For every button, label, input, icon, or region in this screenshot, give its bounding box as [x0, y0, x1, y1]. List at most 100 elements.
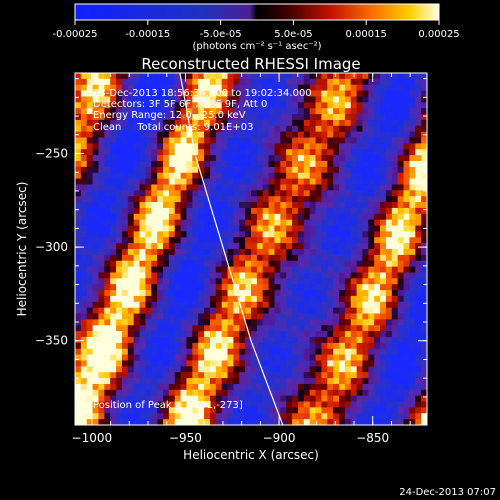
heatmap-cell: [133, 407, 140, 414]
heatmap-cell: [309, 202, 316, 209]
heatmap-cell: [380, 383, 387, 391]
heatmap-cell: [209, 102, 217, 109]
heatmap-cell: [374, 337, 381, 344]
heatmap-cell: [133, 290, 140, 297]
heatmap-cell: [192, 290, 199, 297]
heatmap-cell: [98, 207, 105, 215]
heatmap-cell: [397, 354, 404, 361]
heatmap-cell: [315, 378, 322, 385]
heatmap-cell: [204, 78, 211, 86]
heatmap-cell: [368, 413, 375, 420]
heatmap-cell: [92, 243, 99, 250]
heatmap-cell: [251, 196, 258, 203]
heatmap-cell: [198, 325, 205, 332]
heatmap-cell: [344, 213, 352, 221]
heatmap-cell: [245, 243, 252, 250]
heatmap-cell: [350, 383, 357, 391]
heatmap-cell: [192, 348, 199, 355]
heatmap-cell: [151, 378, 158, 385]
heatmap-cell: [380, 284, 387, 291]
heatmap-cell: [280, 272, 287, 279]
heatmap-cell: [362, 202, 369, 209]
heatmap-cell: [116, 237, 123, 244]
heatmap-cell: [368, 213, 375, 221]
heatmap-cell: [204, 196, 211, 203]
heatmap-cell: [280, 172, 287, 179]
heatmap-cell: [209, 366, 217, 373]
heatmap-cell: [356, 155, 363, 162]
heatmap-cell: [198, 131, 205, 138]
heatmap-cell: [339, 161, 346, 168]
heatmap-cell: [174, 108, 181, 115]
heatmap-cell: [145, 413, 152, 420]
heatmap-cell: [339, 254, 346, 262]
heatmap-cell: [198, 313, 205, 320]
heatmap-cell: [98, 354, 105, 361]
heatmap-cell: [239, 407, 246, 414]
heatmap-cell: [174, 419, 181, 425]
heatmap-cell: [280, 325, 287, 332]
heatmap-cell: [233, 319, 240, 326]
heatmap-cell: [274, 295, 281, 303]
heatmap-cell: [350, 319, 357, 326]
heatmap-cell: [180, 125, 187, 133]
heatmap-cell: [409, 342, 416, 350]
heatmap-cell: [391, 272, 399, 279]
heatmap-cell: [192, 260, 199, 267]
heatmap-cell: [92, 102, 99, 109]
heatmap-cell: [421, 266, 427, 273]
heatmap-cell: [374, 190, 381, 197]
heatmap-cell: [339, 348, 346, 355]
heatmap-cell: [286, 325, 293, 332]
heatmap-cell: [315, 290, 322, 297]
heatmap-cell: [198, 161, 205, 168]
heatmap-cell: [339, 307, 346, 314]
heatmap-cell: [368, 155, 375, 162]
heatmap-cell: [380, 178, 387, 185]
heatmap-cell: [251, 114, 258, 121]
heatmap-cell: [80, 407, 88, 414]
heatmap-cell: [280, 125, 287, 133]
heatmap-cell: [344, 237, 352, 244]
heatmap-cell: [280, 219, 287, 226]
heatmap-cell: [397, 272, 404, 279]
heatmap-cell: [168, 401, 176, 408]
heatmap-cell: [297, 178, 305, 185]
heatmap-cell: [139, 155, 146, 162]
heatmap-cell: [350, 278, 357, 285]
heatmap-cell: [110, 331, 117, 338]
heatmap-cell: [409, 331, 416, 338]
heatmap-cell: [274, 260, 281, 267]
heatmap-cell: [251, 313, 258, 320]
heatmap-cell: [80, 354, 88, 361]
heatmap-cell: [245, 249, 252, 256]
heatmap-cell: [75, 319, 82, 326]
heatmap-cell: [339, 219, 346, 226]
heatmap-cell: [344, 383, 352, 391]
heatmap-cell: [415, 295, 422, 303]
heatmap-cell: [186, 295, 193, 303]
heatmap-cell: [280, 337, 287, 344]
heatmap-cell: [344, 207, 352, 215]
heatmap-cell: [274, 231, 281, 238]
heatmap-cell: [409, 178, 416, 185]
heatmap-cell: [292, 372, 299, 379]
heatmap-cell: [180, 372, 187, 379]
heatmap-cell: [403, 90, 410, 97]
heatmap-cell: [145, 331, 152, 338]
heatmap-cell: [397, 383, 404, 391]
heatmap-cell: [121, 78, 129, 86]
heatmap-cell: [163, 143, 170, 150]
heatmap-cell: [315, 313, 322, 320]
heatmap-cell: [104, 114, 111, 121]
heatmap-cell: [110, 419, 117, 425]
heatmap-cell: [198, 78, 205, 86]
heatmap-cell: [274, 313, 281, 320]
heatmap-cell: [110, 395, 117, 402]
heatmap-cell: [98, 161, 105, 168]
heatmap-cell: [362, 372, 369, 379]
heatmap-cell: [339, 149, 346, 156]
heatmap-cell: [409, 184, 416, 191]
heatmap-cell: [174, 383, 181, 391]
heatmap-cell: [239, 96, 246, 103]
